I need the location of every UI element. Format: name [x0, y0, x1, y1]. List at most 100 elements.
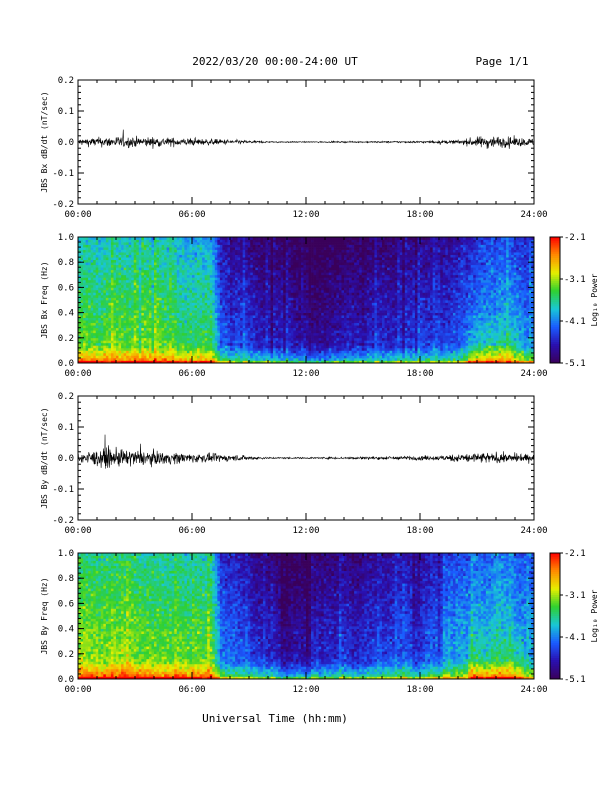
heatmap-cell: [154, 280, 157, 283]
heatmap-cell: [149, 272, 152, 275]
heatmap-cell: [258, 303, 261, 306]
heatmap-cell: [103, 303, 106, 306]
heatmap-cell: [195, 255, 198, 258]
heatmap-cell: [233, 340, 236, 343]
heatmap-cell: [167, 252, 170, 255]
heatmap-cell: [177, 338, 180, 341]
heatmap-cell: [88, 323, 91, 326]
heatmap-cell: [93, 320, 96, 323]
x-tick-label: 06:00: [178, 210, 205, 220]
heatmap-cell: [316, 303, 319, 306]
heatmap-cell: [253, 297, 256, 300]
heatmap-cell: [212, 247, 215, 250]
heatmap-cell: [146, 318, 149, 321]
heatmap-cell: [291, 295, 294, 298]
heatmap-cell: [293, 280, 296, 283]
heatmap-cell: [86, 320, 89, 323]
heatmap-cell: [248, 325, 251, 328]
heatmap-cell: [116, 290, 119, 293]
heatmap-cell: [324, 350, 327, 353]
heatmap-cell: [200, 308, 203, 311]
heatmap-cell: [91, 320, 94, 323]
heatmap-cell: [205, 338, 208, 341]
heatmap-cell: [220, 355, 223, 358]
heatmap-cell: [131, 240, 134, 243]
heatmap-cell: [278, 350, 281, 353]
heatmap-cell: [235, 340, 238, 343]
heatmap-cell: [159, 305, 162, 308]
heatmap-cell: [136, 295, 139, 298]
heatmap-cell: [134, 300, 137, 303]
heatmap-cell: [288, 262, 291, 265]
heatmap-cell: [149, 310, 152, 313]
heatmap-cell: [311, 250, 314, 253]
heatmap-cell: [88, 350, 91, 353]
heatmap-cell: [293, 333, 296, 336]
heatmap-cell: [108, 305, 111, 308]
heatmap-cell: [159, 267, 162, 270]
heatmap-cell: [195, 348, 198, 351]
heatmap-cell: [189, 353, 192, 356]
heatmap-cell: [134, 262, 137, 265]
heatmap-cell: [101, 350, 104, 353]
heatmap-cell: [169, 310, 172, 313]
heatmap-cell: [258, 275, 261, 278]
heatmap-cell: [129, 315, 132, 318]
heatmap-cell: [283, 320, 286, 323]
heatmap-cell: [91, 292, 94, 295]
heatmap-cell: [169, 345, 172, 348]
heatmap-cell: [245, 285, 248, 288]
heatmap-cell: [291, 290, 294, 293]
heatmap-cell: [301, 338, 304, 341]
heatmap-cell: [202, 275, 205, 278]
heatmap-cell: [101, 280, 104, 283]
heatmap-cell: [103, 338, 106, 341]
heatmap-cell: [93, 355, 96, 358]
heatmap-cell: [113, 290, 116, 293]
heatmap-cell: [197, 315, 200, 318]
heatmap-cell: [164, 335, 167, 338]
heatmap-cell: [93, 290, 96, 293]
heatmap-cell: [283, 242, 286, 245]
heatmap-cell: [316, 348, 319, 351]
heatmap-cell: [217, 328, 220, 331]
heatmap-cell: [91, 353, 94, 356]
heatmap-cell: [233, 330, 236, 333]
heatmap-cell: [253, 267, 256, 270]
heatmap-cell: [124, 325, 127, 328]
heatmap-cell: [316, 245, 319, 248]
heatmap-cell: [255, 325, 258, 328]
heatmap-cell: [136, 287, 139, 290]
heatmap-cell: [286, 353, 289, 356]
heatmap-cell: [303, 280, 306, 283]
heatmap-cell: [202, 315, 205, 318]
heatmap-cell: [159, 343, 162, 346]
heatmap-cell: [303, 282, 306, 285]
heatmap-cell: [215, 282, 218, 285]
heatmap-cell: [321, 275, 324, 278]
heatmap-cell: [321, 240, 324, 243]
heatmap-cell: [139, 270, 142, 273]
heatmap-cell: [235, 320, 238, 323]
heatmap-cell: [157, 358, 160, 361]
heatmap-cell: [172, 338, 175, 341]
heatmap-cell: [258, 250, 261, 253]
heatmap-cell: [124, 333, 127, 336]
heatmap-cell: [303, 300, 306, 303]
heatmap-cell: [162, 305, 165, 308]
heatmap-cell: [278, 245, 281, 248]
heatmap-cell: [119, 345, 122, 348]
heatmap-cell: [159, 328, 162, 331]
heatmap-cell: [159, 345, 162, 348]
heatmap-cell: [169, 353, 172, 356]
heatmap-cell: [108, 300, 111, 303]
heatmap-cell: [238, 335, 241, 338]
heatmap-cell: [222, 277, 225, 280]
heatmap-cell: [288, 265, 291, 268]
heatmap-cell: [240, 295, 243, 298]
heatmap-cell: [96, 315, 99, 318]
heatmap-cell: [220, 308, 223, 311]
heatmap-cell: [134, 320, 137, 323]
heatmap-cell: [106, 265, 109, 268]
heatmap-cell: [126, 255, 129, 258]
